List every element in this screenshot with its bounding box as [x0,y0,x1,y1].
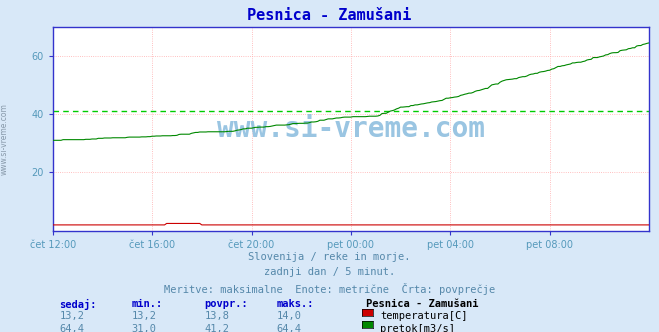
Text: min.:: min.: [132,299,163,309]
Text: pretok[m3/s]: pretok[m3/s] [380,324,455,332]
Text: 14,0: 14,0 [277,311,302,321]
Text: Pesnica - Zamušani: Pesnica - Zamušani [366,299,478,309]
Text: 31,0: 31,0 [132,324,157,332]
Text: Meritve: maksimalne  Enote: metrične  Črta: povprečje: Meritve: maksimalne Enote: metrične Črta… [164,283,495,295]
Text: 41,2: 41,2 [204,324,229,332]
Text: 64,4: 64,4 [59,324,84,332]
Text: Slovenija / reke in morje.: Slovenija / reke in morje. [248,252,411,262]
Text: 13,2: 13,2 [132,311,157,321]
Text: povpr.:: povpr.: [204,299,248,309]
Text: sedaj:: sedaj: [59,299,97,310]
Text: 64,4: 64,4 [277,324,302,332]
Text: 13,2: 13,2 [59,311,84,321]
Text: www.si-vreme.com: www.si-vreme.com [0,104,9,175]
Text: maks.:: maks.: [277,299,314,309]
Text: Pesnica - Zamušani: Pesnica - Zamušani [247,8,412,23]
Text: zadnji dan / 5 minut.: zadnji dan / 5 minut. [264,267,395,277]
Text: temperatura[C]: temperatura[C] [380,311,468,321]
Text: 13,8: 13,8 [204,311,229,321]
Text: www.si-vreme.com: www.si-vreme.com [217,115,485,143]
